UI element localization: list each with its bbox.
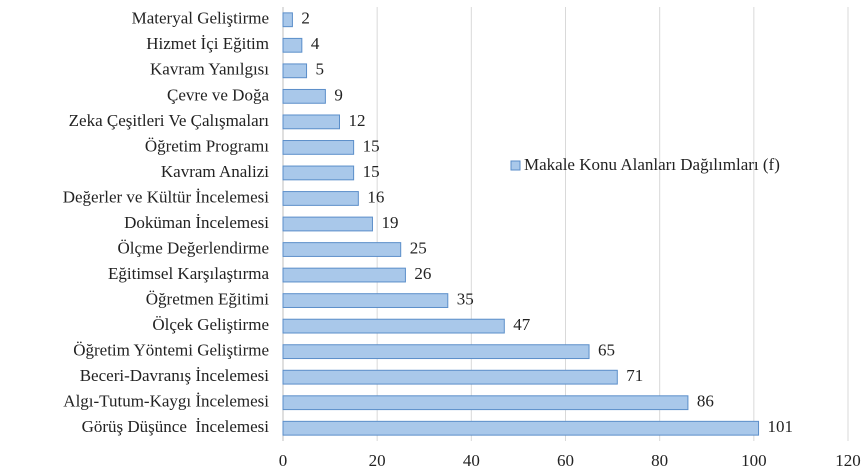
data-label: 9 — [334, 85, 343, 104]
bar — [282, 140, 355, 155]
bar — [282, 191, 359, 206]
y-tick-label: Öğretim Yöntemi Geliştirme — [73, 341, 269, 360]
x-tick-label: 60 — [557, 451, 574, 470]
data-label: 12 — [349, 111, 366, 130]
bar — [282, 216, 373, 232]
x-tick-label: 0 — [279, 451, 288, 470]
bar — [282, 420, 760, 436]
x-tick-label: 80 — [651, 451, 668, 470]
y-tick-label: Görüş Düşünce İncelemesi — [82, 417, 270, 436]
y-tick-label: Çevre ve Doğa — [167, 85, 269, 104]
bar — [282, 114, 340, 130]
data-label: 65 — [598, 341, 615, 360]
y-tick-label: Eğitimsel Karşılaştırma — [108, 264, 269, 283]
data-label: 25 — [410, 238, 427, 257]
x-tick-label: 40 — [463, 451, 480, 470]
y-tick-label: Kavram Analizi — [161, 162, 269, 181]
legend-label: Makale Konu Alanları Dağılımları (f) — [524, 155, 780, 174]
data-label: 2 — [301, 9, 310, 28]
data-label: 86 — [697, 392, 714, 411]
x-tick-label: 120 — [835, 451, 861, 470]
y-tick-label: Öğretim Programı — [145, 136, 269, 155]
bar — [282, 165, 355, 181]
bar — [282, 293, 449, 308]
data-label: 101 — [768, 417, 794, 436]
bar — [282, 63, 308, 79]
data-label: 4 — [311, 34, 320, 53]
data-label: 15 — [363, 162, 380, 181]
y-tick-label: Ölçek Geliştirme — [152, 315, 269, 334]
bar — [282, 318, 505, 334]
bar — [282, 267, 406, 283]
data-label: 19 — [381, 213, 398, 232]
y-tick-label: Beceri-Davranış İncelemesi — [80, 366, 270, 385]
bar — [282, 37, 303, 53]
data-label: 35 — [457, 289, 474, 308]
legend-swatch — [510, 160, 521, 171]
y-tick-label: Ölçme Değerlendirme — [117, 238, 269, 257]
bar — [282, 395, 689, 411]
bar — [282, 369, 618, 385]
bar — [282, 88, 326, 104]
bar — [282, 12, 293, 28]
x-tick-label: 20 — [369, 451, 386, 470]
y-tick-label: Öğretmen Eğitimi — [146, 289, 270, 308]
data-label: 15 — [363, 136, 380, 155]
y-tick-label: Kavram Yanılgısı — [150, 60, 269, 79]
y-tick-label: Değerler ve Kültür İncelemesi — [63, 187, 270, 206]
data-label: 47 — [513, 315, 531, 334]
data-label: 71 — [626, 366, 643, 385]
y-tick-label: Algı-Tutum-Kaygı İncelemesi — [63, 392, 269, 411]
y-tick-label: Doküman İncelemesi — [124, 213, 269, 232]
bar — [282, 344, 590, 360]
data-label: 26 — [414, 264, 431, 283]
y-tick-label: Hizmet İçi Eğitim — [146, 34, 269, 53]
y-tick-label: Zeka Çeşitleri Ve Çalışmaları — [69, 111, 270, 130]
bar — [282, 242, 402, 257]
data-label: 5 — [316, 60, 325, 79]
y-tick-label: Materyal Geliştirme — [132, 9, 269, 28]
x-tick-label: 100 — [741, 451, 767, 470]
data-label: 16 — [367, 187, 384, 206]
